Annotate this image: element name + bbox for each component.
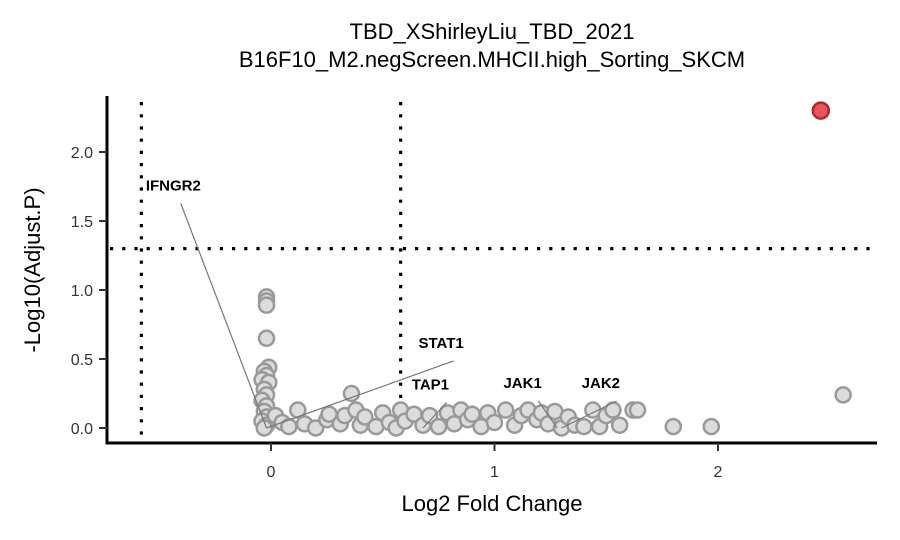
y-tick-label: 1.0 xyxy=(71,283,93,300)
data-point xyxy=(289,401,307,419)
data-point xyxy=(257,329,276,348)
data-point xyxy=(420,406,439,425)
y-tick-label: 0.5 xyxy=(71,352,93,369)
data-point xyxy=(342,384,361,403)
gene-label: STAT1 xyxy=(419,335,464,352)
data-point xyxy=(257,296,276,314)
data-point xyxy=(834,386,852,404)
y-tick-label: 2.0 xyxy=(71,145,93,162)
label-leader-line xyxy=(537,400,558,429)
label-leader-line xyxy=(422,401,448,429)
gene-labels: IFNGR2 STAT1 TAP1 JAK1 JAK2 xyxy=(146,178,620,429)
chart-title: TBD_XShirleyLiu_TBD_2021 xyxy=(350,19,635,44)
gene-label: TAP1 xyxy=(412,376,449,393)
y-tick-label: 1.5 xyxy=(71,214,93,231)
gene-label: JAK1 xyxy=(503,375,541,392)
chart-subtitle: B16F10_M2.negScreen.MHCII.high_Sorting_S… xyxy=(239,47,745,72)
axes: 0.0 0.5 1.0 1.5 2.0 0 1 2 xyxy=(71,96,877,481)
x-tick-label: 0 xyxy=(267,464,276,481)
data-points xyxy=(253,101,852,437)
gene-label: JAK2 xyxy=(582,375,620,392)
data-point xyxy=(702,417,721,436)
y-axis-title: -Log10(Adjust.P) xyxy=(20,187,45,352)
data-point xyxy=(485,413,504,432)
label-leader-line xyxy=(561,400,617,429)
data-point xyxy=(628,401,647,419)
data-point xyxy=(575,417,593,436)
x-tick-label: 2 xyxy=(714,464,723,481)
x-tick-label: 1 xyxy=(490,464,499,481)
data-point xyxy=(356,408,374,426)
data-point xyxy=(664,417,683,436)
gene-label: IFNGR2 xyxy=(146,178,201,195)
y-tick-label: 0.0 xyxy=(71,421,93,438)
label-leader-line xyxy=(180,203,268,429)
data-point xyxy=(429,417,448,436)
label-leader-line xyxy=(266,360,454,429)
data-point xyxy=(496,401,515,419)
threshold-lines xyxy=(110,102,875,443)
data-point xyxy=(610,416,629,434)
x-axis-title: Log2 Fold Change xyxy=(401,491,582,516)
data-point-significant xyxy=(811,101,831,120)
